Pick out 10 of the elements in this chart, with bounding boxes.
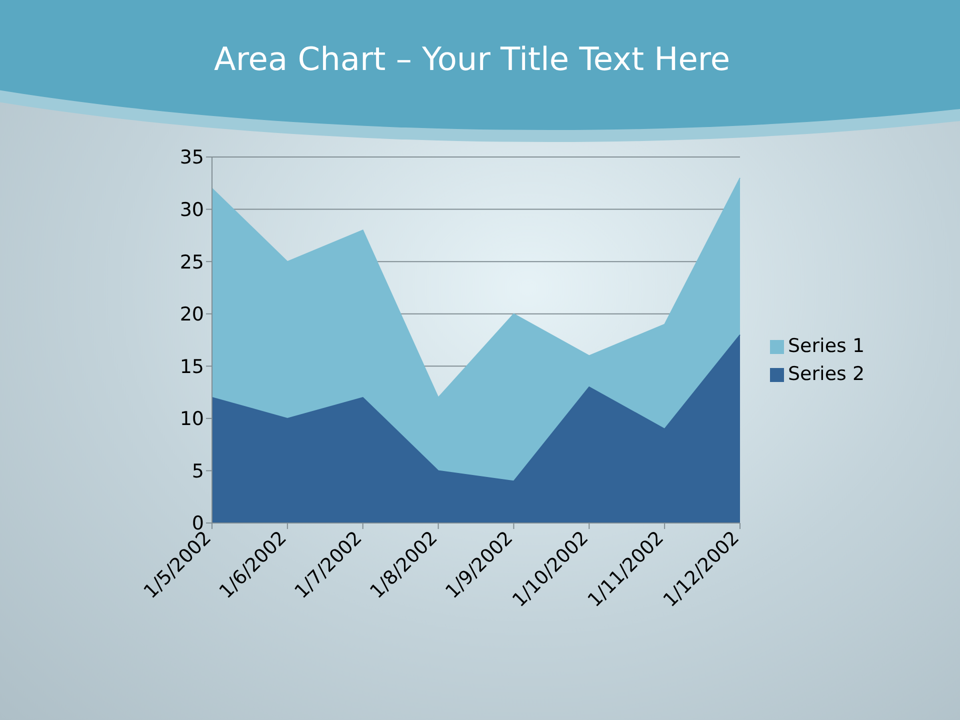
y-tick-label: 20: [180, 304, 204, 326]
y-tick-label: 5: [192, 460, 204, 482]
legend-label: Series 2: [788, 363, 865, 385]
y-tick-label: 30: [180, 199, 204, 222]
y-tick-label: 15: [180, 356, 204, 378]
y-tick-label: 10: [180, 408, 204, 430]
y-tick-label: 25: [180, 251, 204, 274]
chart-title: Area Chart – Your Title Text Here: [212, 40, 732, 78]
y-tick-label: 35: [180, 146, 204, 169]
legend-label: Series 1: [788, 335, 865, 357]
